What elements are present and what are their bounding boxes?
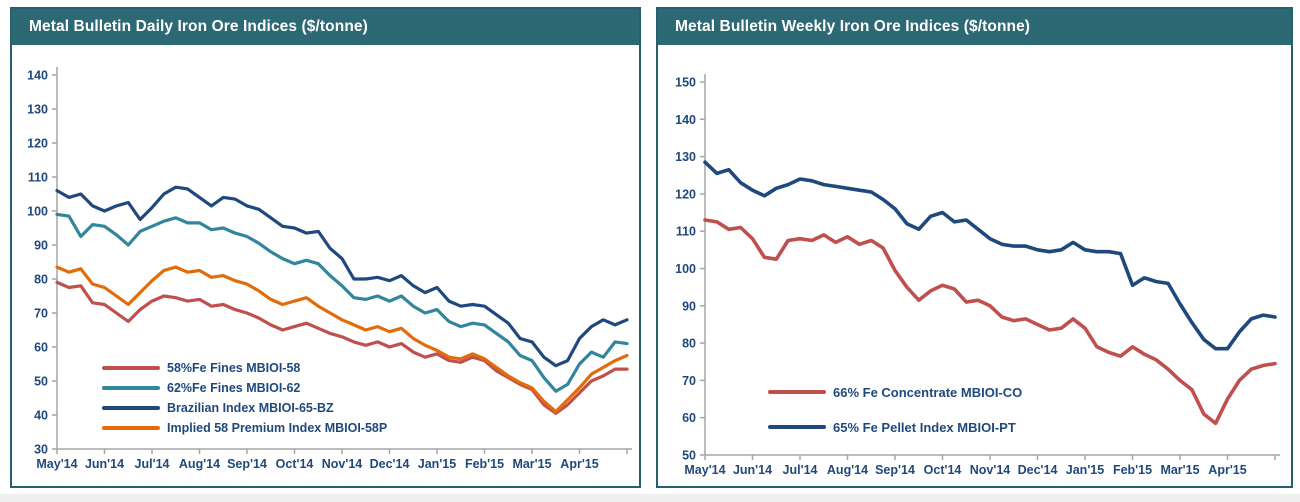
y-tick-label: 40 bbox=[34, 409, 48, 423]
legend-item-mbioi-62: 62%Fe Fines MBIOI-62 bbox=[102, 378, 387, 398]
y-tick-label: 120 bbox=[675, 187, 696, 201]
y-tick-label: 110 bbox=[28, 171, 48, 185]
x-tick-label: Oct'14 bbox=[924, 463, 962, 477]
y-tick-label: 120 bbox=[27, 137, 48, 151]
x-tick-label: May'14 bbox=[36, 457, 77, 471]
x-tick-label: Apr'15 bbox=[560, 457, 598, 471]
y-tick-label: 80 bbox=[34, 273, 48, 287]
y-tick-label: 140 bbox=[27, 69, 48, 83]
series-line-2 bbox=[55, 185, 629, 368]
weekly-chart-body: 50 60 70 80 90 100 110 120 130 140 150 May'14 Jun'14… bbox=[658, 45, 1291, 486]
x-tick-label: Nov'14 bbox=[970, 463, 1011, 477]
weekly-chart-canvas: 50 60 70 80 90 100 110 120 130 140 150 May'14 Jun'14… bbox=[675, 74, 1280, 477]
y-tick-label: 100 bbox=[675, 262, 696, 276]
weekly-chart-legend: 66% Fe Concentrate MBIOI-CO 65% Fe Pelle… bbox=[768, 382, 1022, 452]
page-bottom-strip bbox=[0, 494, 1300, 502]
series-line-1 bbox=[703, 160, 1277, 351]
x-tick-label: Sep'14 bbox=[227, 457, 267, 471]
x-tick-label: Jul'14 bbox=[783, 463, 818, 477]
legend-swatch-mbioi-58 bbox=[102, 366, 160, 370]
y-tick-label: 150 bbox=[675, 76, 696, 90]
x-tick-label: Dec'14 bbox=[1018, 463, 1058, 477]
daily-chart-body: 30 40 50 60 70 80 90 100 110 120 130 140 May'14 Jun'1… bbox=[12, 45, 639, 486]
x-tick-label: Aug'14 bbox=[179, 457, 220, 471]
x-tick-label: May'14 bbox=[684, 463, 725, 477]
legend-label-mbioi-62: 62%Fe Fines MBIOI-62 bbox=[167, 381, 301, 395]
y-tick-label: 90 bbox=[34, 239, 48, 253]
weekly-chart-title: Metal Bulletin Weekly Iron Ore Indices (… bbox=[658, 9, 1291, 45]
y-tick-label: 100 bbox=[27, 205, 48, 219]
daily-chart-canvas: 30 40 50 60 70 80 90 100 110 120 130 140 May'14 Jun'1… bbox=[27, 67, 632, 471]
legend-item-mbioi-co: 66% Fe Concentrate MBIOI-CO bbox=[768, 382, 1022, 402]
series-line-3 bbox=[55, 265, 629, 414]
y-tick-label: 60 bbox=[682, 411, 696, 425]
y-tick-label: 50 bbox=[682, 449, 696, 463]
y-tick-label: 130 bbox=[27, 103, 48, 117]
daily-indices-panel: Metal Bulletin Daily Iron Ore Indices ($… bbox=[10, 7, 641, 488]
x-tick-label: Oct'14 bbox=[276, 457, 314, 471]
legend-item-mbioi-58: 58%Fe Fines MBIOI-58 bbox=[102, 358, 387, 378]
x-tick-label: Jan'15 bbox=[418, 457, 456, 471]
daily-chart-title: Metal Bulletin Daily Iron Ore Indices ($… bbox=[12, 9, 639, 45]
legend-label-mbioi-58: 58%Fe Fines MBIOI-58 bbox=[167, 361, 301, 375]
x-tick-label: Feb'15 bbox=[465, 457, 504, 471]
y-tick-label: 130 bbox=[675, 150, 696, 164]
y-tick-label: 80 bbox=[682, 337, 696, 351]
x-tick-label: Aug'14 bbox=[827, 463, 868, 477]
legend-swatch-mbioi-62 bbox=[102, 386, 160, 390]
y-tick-label: 60 bbox=[34, 341, 48, 355]
x-tick-label: Mar'15 bbox=[512, 457, 551, 471]
y-tick-label: 70 bbox=[682, 374, 696, 388]
x-tick-label: Jun'14 bbox=[85, 457, 124, 471]
series-line-0 bbox=[703, 218, 1277, 426]
x-tick-label: Mar'15 bbox=[1160, 463, 1199, 477]
daily-chart-legend: 58%Fe Fines MBIOI-58 62%Fe Fines MBIOI-6… bbox=[102, 358, 387, 438]
weekly-indices-panel: Metal Bulletin Weekly Iron Ore Indices (… bbox=[656, 7, 1293, 488]
x-tick-label: Dec'14 bbox=[370, 457, 410, 471]
legend-label-mbioi-65-bz: Brazilian Index MBIOI-65-BZ bbox=[167, 401, 334, 415]
x-tick-label: Jun'14 bbox=[733, 463, 772, 477]
legend-item-mbioi-65-bz: Brazilian Index MBIOI-65-BZ bbox=[102, 398, 387, 418]
legend-swatch-mbioi-58p bbox=[102, 426, 160, 430]
x-tick-label: Jul'14 bbox=[135, 457, 170, 471]
x-tick-label: Jan'15 bbox=[1066, 463, 1104, 477]
y-tick-label: 140 bbox=[675, 113, 696, 127]
y-tick-label: 50 bbox=[34, 375, 48, 389]
legend-label-mbioi-pt: 65% Fe Pellet Index MBIOI-PT bbox=[833, 419, 1016, 435]
y-tick-label: 110 bbox=[676, 225, 696, 239]
y-tick-label: 70 bbox=[34, 307, 48, 321]
series-line-1 bbox=[55, 212, 629, 393]
x-tick-label: Feb'15 bbox=[1113, 463, 1152, 477]
legend-label-mbioi-co: 66% Fe Concentrate MBIOI-CO bbox=[833, 384, 1023, 400]
y-tick-label: 90 bbox=[682, 299, 696, 313]
x-tick-label: Apr'15 bbox=[1208, 463, 1246, 477]
legend-item-mbioi-pt: 65% Fe Pellet Index MBIOI-PT bbox=[768, 417, 1022, 437]
legend-swatch-mbioi-pt bbox=[768, 425, 826, 429]
x-tick-label: Nov'14 bbox=[322, 457, 363, 471]
legend-swatch-mbioi-65-bz bbox=[102, 406, 160, 410]
legend-swatch-mbioi-co bbox=[768, 390, 826, 394]
legend-item-mbioi-58p: Implied 58 Premium Index MBIOI-58P bbox=[102, 418, 387, 438]
legend-label-mbioi-58p: Implied 58 Premium Index MBIOI-58P bbox=[167, 421, 388, 435]
y-tick-label: 30 bbox=[34, 443, 48, 457]
x-tick-label: Sep'14 bbox=[875, 463, 915, 477]
